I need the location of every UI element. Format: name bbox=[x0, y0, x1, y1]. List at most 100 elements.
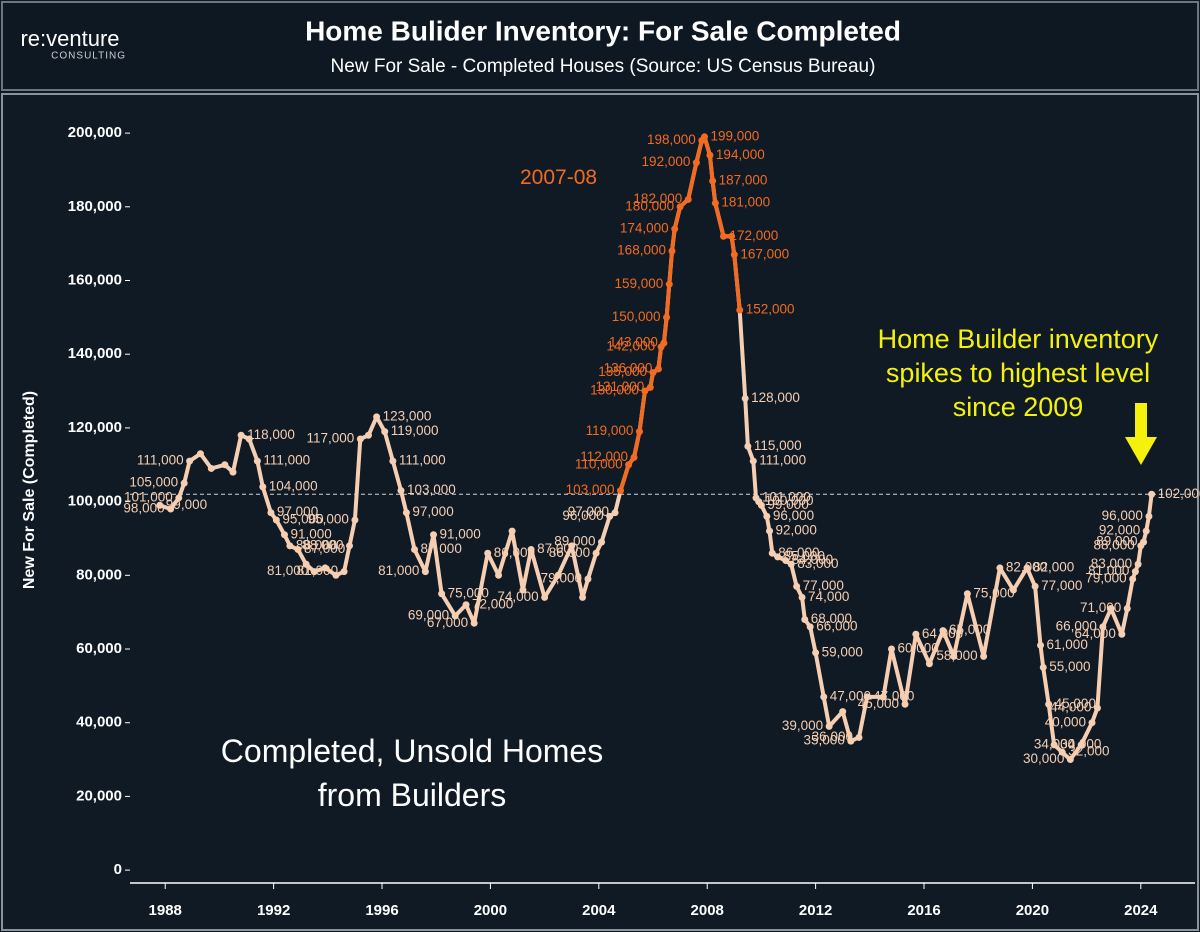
data-point bbox=[554, 571, 562, 579]
data-label: 75,000 bbox=[448, 585, 489, 600]
data-point bbox=[963, 590, 971, 598]
data-label: 180,000 bbox=[625, 198, 674, 213]
data-label: 86,000 bbox=[494, 545, 535, 560]
data-point bbox=[332, 571, 340, 579]
data-label: 75,000 bbox=[973, 585, 1014, 600]
data-label: 44,000 bbox=[1050, 700, 1091, 715]
y-tick-label: 200,000 bbox=[68, 124, 122, 141]
data-point bbox=[421, 568, 429, 576]
data-point bbox=[709, 177, 717, 185]
data-label: 40,000 bbox=[1045, 714, 1086, 729]
data-point bbox=[980, 652, 988, 660]
data-label: 95,000 bbox=[308, 512, 349, 527]
data-label: 101,000 bbox=[762, 489, 811, 504]
data-label: 45,000 bbox=[1055, 696, 1096, 711]
y-tick-label: 60,000 bbox=[76, 640, 122, 657]
data-label: 104,000 bbox=[269, 478, 318, 493]
data-label: 99,000 bbox=[767, 497, 808, 512]
data-label: 87,000 bbox=[421, 541, 462, 556]
data-label: 81,000 bbox=[297, 563, 338, 578]
data-point bbox=[175, 494, 183, 502]
data-label: 85,000 bbox=[784, 548, 825, 563]
data-label: 97,000 bbox=[412, 504, 453, 519]
data-point bbox=[294, 546, 302, 554]
data-point bbox=[887, 645, 895, 653]
data-point bbox=[606, 512, 614, 520]
data-point bbox=[1039, 663, 1047, 671]
logo-tagline: CONSULTING bbox=[51, 51, 126, 62]
data-point bbox=[1058, 748, 1066, 756]
data-label: 81,000 bbox=[267, 563, 308, 578]
data-point bbox=[508, 527, 516, 535]
data-point bbox=[855, 733, 863, 741]
data-label: 66,000 bbox=[816, 618, 857, 633]
data-point bbox=[259, 483, 267, 491]
annotation-line: from Builders bbox=[318, 777, 507, 813]
data-label: 92,000 bbox=[1099, 523, 1140, 538]
data-label: 128,000 bbox=[751, 390, 800, 405]
data-point bbox=[1023, 564, 1031, 572]
data-label: 198,000 bbox=[647, 132, 696, 147]
data-point bbox=[1148, 490, 1156, 498]
data-label: 143,000 bbox=[609, 335, 658, 350]
data-label: 77,000 bbox=[803, 578, 844, 593]
data-point bbox=[1066, 756, 1074, 764]
data-label: 83,000 bbox=[797, 556, 838, 571]
data-label: 92,000 bbox=[776, 523, 817, 538]
arrow-shaft bbox=[1135, 403, 1147, 439]
y-tick-label: 0 bbox=[114, 861, 122, 878]
header-box bbox=[1, 1, 1199, 91]
data-point bbox=[766, 527, 774, 535]
data-label: 83,000 bbox=[1091, 556, 1132, 571]
data-label: 98,000 bbox=[123, 501, 164, 516]
data-point bbox=[579, 593, 587, 601]
data-label: 135,000 bbox=[598, 364, 647, 379]
data-point bbox=[665, 280, 673, 288]
data-point bbox=[654, 365, 662, 373]
annotation-arrow bbox=[1125, 403, 1157, 465]
data-label: 100,000 bbox=[765, 493, 814, 508]
y-tick-label: 80,000 bbox=[76, 566, 122, 583]
y-tick-label: 140,000 bbox=[68, 345, 122, 362]
data-label: 45,000 bbox=[858, 696, 899, 711]
data-label: 131,000 bbox=[595, 379, 644, 394]
data-label: 36,000 bbox=[812, 729, 853, 744]
data-point bbox=[253, 457, 261, 465]
data-point bbox=[711, 199, 719, 207]
data-label: 194,000 bbox=[716, 147, 765, 162]
data-point bbox=[757, 501, 765, 509]
data-label: 136,000 bbox=[604, 361, 653, 376]
data-point bbox=[1031, 582, 1039, 590]
data-label: 187,000 bbox=[719, 173, 768, 188]
data-label: 55,000 bbox=[1049, 659, 1090, 674]
data-label: 69,000 bbox=[408, 607, 449, 622]
data-point bbox=[744, 442, 752, 450]
data-label: 64,000 bbox=[1075, 626, 1116, 641]
data-label: 79,000 bbox=[1085, 571, 1126, 586]
data-label: 159,000 bbox=[614, 276, 663, 291]
data-label: 105,000 bbox=[129, 475, 178, 490]
data-point bbox=[668, 247, 676, 255]
data-label: 181,000 bbox=[721, 195, 770, 210]
data-label: 119,000 bbox=[586, 423, 634, 438]
data-label: 35,000 bbox=[804, 733, 845, 748]
data-point bbox=[221, 461, 229, 469]
data-label: 86,000 bbox=[549, 545, 590, 560]
data-label: 168,000 bbox=[617, 243, 666, 258]
data-point bbox=[389, 457, 397, 465]
data-point bbox=[411, 546, 419, 554]
data-point bbox=[381, 428, 389, 436]
data-label: 59,000 bbox=[822, 644, 863, 659]
y-tick-label: 40,000 bbox=[76, 714, 122, 731]
data-point bbox=[1037, 641, 1045, 649]
data-label: 174,000 bbox=[620, 220, 669, 235]
data-label: 82,000 bbox=[1033, 559, 1074, 574]
data-point bbox=[663, 313, 671, 321]
data-label: 123,000 bbox=[383, 408, 432, 423]
data-label: 101,000 bbox=[124, 489, 173, 504]
data-label: 34,000 bbox=[1034, 736, 1075, 751]
data-point bbox=[630, 453, 638, 461]
data-point bbox=[763, 512, 771, 520]
data-point bbox=[1050, 741, 1058, 749]
